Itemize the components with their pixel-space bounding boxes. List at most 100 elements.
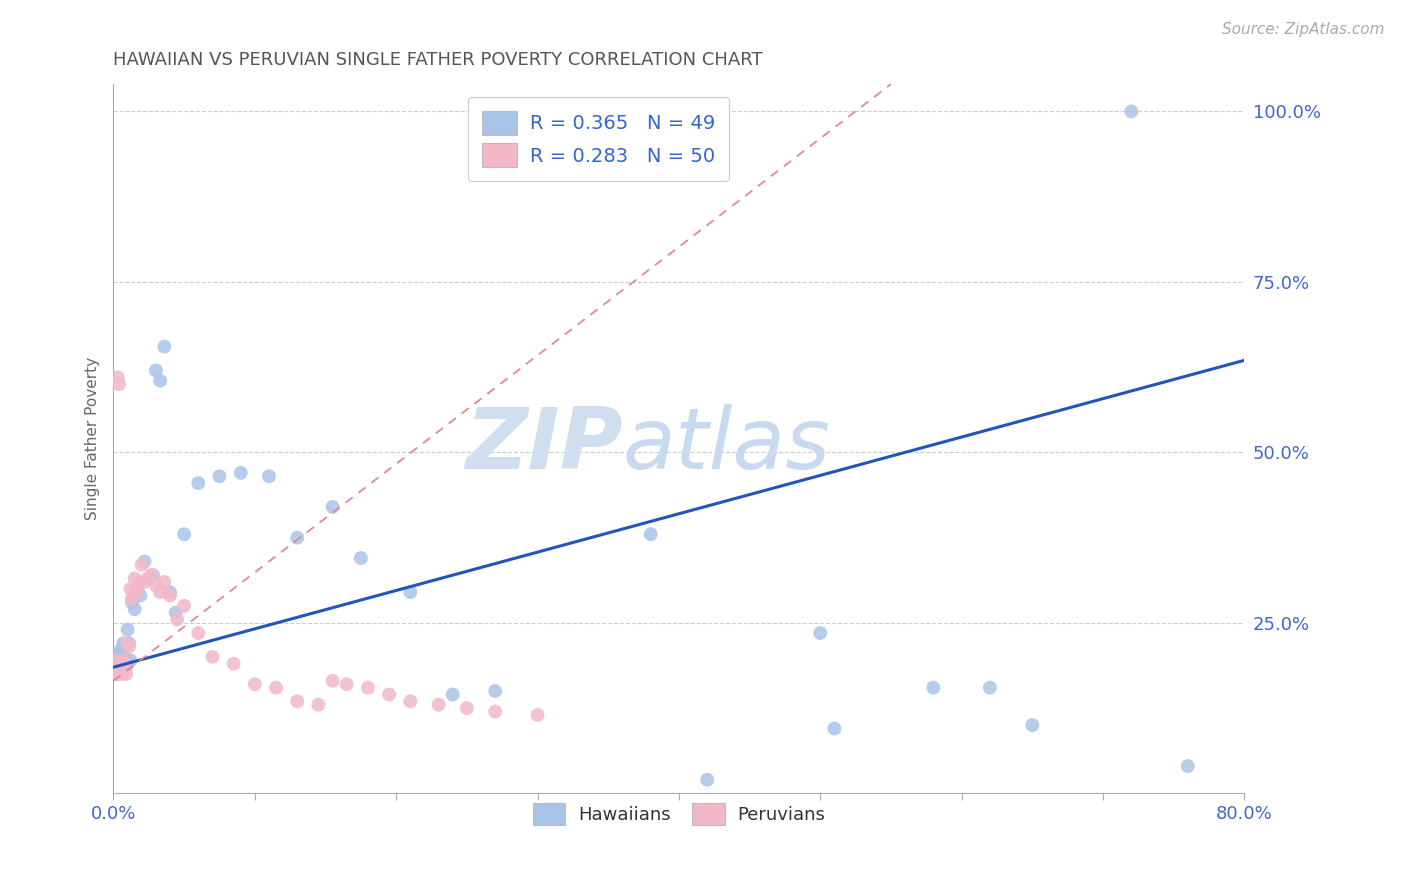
- Point: [115, 667, 138, 681]
- Point: [399, 585, 422, 599]
- Text: ZIP: ZIP: [465, 404, 623, 487]
- Point: [108, 653, 131, 667]
- Point: [1021, 718, 1043, 732]
- Point: [159, 589, 181, 603]
- Point: [128, 574, 150, 589]
- Point: [105, 657, 128, 671]
- Point: [104, 653, 127, 667]
- Point: [145, 363, 167, 377]
- Point: [118, 640, 141, 654]
- Point: [165, 606, 187, 620]
- Point: [142, 568, 165, 582]
- Point: [285, 531, 308, 545]
- Point: [112, 636, 135, 650]
- Point: [808, 626, 831, 640]
- Point: [1121, 104, 1143, 119]
- Point: [108, 664, 131, 678]
- Point: [201, 650, 224, 665]
- Point: [107, 660, 129, 674]
- Point: [922, 681, 945, 695]
- Point: [107, 650, 129, 665]
- Point: [105, 660, 128, 674]
- Point: [134, 574, 156, 589]
- Point: [441, 688, 464, 702]
- Point: [285, 694, 308, 708]
- Point: [187, 476, 209, 491]
- Point: [979, 681, 1001, 695]
- Point: [823, 722, 845, 736]
- Point: [153, 574, 176, 589]
- Point: [117, 636, 139, 650]
- Point: [105, 667, 128, 681]
- Point: [138, 572, 160, 586]
- Point: [121, 595, 143, 609]
- Point: [104, 653, 127, 667]
- Point: [110, 660, 132, 674]
- Point: [122, 589, 145, 603]
- Point: [107, 667, 129, 681]
- Point: [322, 673, 344, 688]
- Point: [111, 667, 134, 681]
- Point: [159, 585, 181, 599]
- Point: [121, 592, 143, 607]
- Point: [120, 653, 142, 667]
- Point: [131, 558, 153, 572]
- Point: [173, 599, 195, 613]
- Point: [108, 647, 131, 661]
- Point: [145, 578, 167, 592]
- Point: [149, 374, 172, 388]
- Point: [640, 527, 662, 541]
- Point: [378, 688, 401, 702]
- Point: [264, 681, 287, 695]
- Legend: Hawaiians, Peruvians: Hawaiians, Peruvians: [523, 794, 834, 834]
- Point: [257, 469, 280, 483]
- Point: [229, 466, 252, 480]
- Point: [484, 684, 506, 698]
- Point: [456, 701, 478, 715]
- Point: [526, 707, 548, 722]
- Point: [107, 370, 129, 384]
- Point: [125, 585, 148, 599]
- Point: [111, 653, 134, 667]
- Point: [357, 681, 380, 695]
- Point: [115, 660, 138, 674]
- Text: HAWAIIAN VS PERUVIAN SINGLE FATHER POVERTY CORRELATION CHART: HAWAIIAN VS PERUVIAN SINGLE FATHER POVER…: [114, 51, 763, 69]
- Point: [108, 377, 131, 392]
- Point: [1177, 759, 1199, 773]
- Point: [127, 582, 149, 596]
- Point: [141, 568, 163, 582]
- Point: [336, 677, 359, 691]
- Point: [124, 602, 146, 616]
- Point: [399, 694, 422, 708]
- Text: Source: ZipAtlas.com: Source: ZipAtlas.com: [1222, 22, 1385, 37]
- Point: [105, 664, 128, 678]
- Y-axis label: Single Father Poverty: Single Father Poverty: [86, 357, 100, 520]
- Point: [114, 650, 136, 665]
- Point: [322, 500, 344, 514]
- Point: [110, 657, 132, 671]
- Point: [173, 527, 195, 541]
- Point: [120, 582, 142, 596]
- Point: [153, 340, 176, 354]
- Point: [136, 572, 159, 586]
- Point: [111, 664, 134, 678]
- Text: atlas: atlas: [623, 404, 831, 487]
- Point: [208, 469, 231, 483]
- Point: [114, 660, 136, 674]
- Point: [110, 643, 132, 657]
- Point: [696, 772, 718, 787]
- Point: [134, 554, 156, 568]
- Point: [118, 636, 141, 650]
- Point: [124, 572, 146, 586]
- Point: [112, 657, 135, 671]
- Point: [110, 660, 132, 674]
- Point: [166, 612, 188, 626]
- Point: [187, 626, 209, 640]
- Point: [484, 705, 506, 719]
- Point: [117, 623, 139, 637]
- Point: [350, 551, 373, 566]
- Point: [427, 698, 450, 712]
- Point: [243, 677, 266, 691]
- Point: [112, 653, 135, 667]
- Point: [104, 660, 127, 674]
